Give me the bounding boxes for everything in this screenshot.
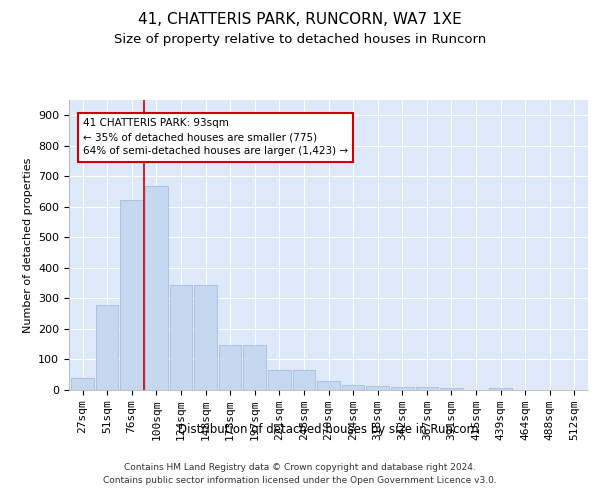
Bar [145,186,167,390]
Bar [416,387,438,390]
Bar [96,304,118,390]
Bar [367,386,389,390]
Bar [268,370,290,390]
Bar [490,388,512,390]
Text: Contains public sector information licensed under the Open Government Licence v3: Contains public sector information licen… [103,476,497,485]
Text: 41 CHATTERIS PARK: 93sqm
← 35% of detached houses are smaller (775)
64% of semi-: 41 CHATTERIS PARK: 93sqm ← 35% of detach… [83,118,348,156]
Bar [170,284,192,390]
Bar [342,386,364,390]
Bar [317,382,340,390]
Text: Size of property relative to detached houses in Runcorn: Size of property relative to detached ho… [114,32,486,46]
Y-axis label: Number of detached properties: Number of detached properties [23,158,32,332]
Text: Contains HM Land Registry data © Crown copyright and database right 2024.: Contains HM Land Registry data © Crown c… [124,462,476,471]
Bar [71,378,94,390]
Bar [194,284,217,390]
Bar [293,370,315,390]
Bar [440,388,463,390]
Bar [391,387,413,390]
Bar [121,200,143,390]
Bar [244,345,266,390]
Bar [219,345,241,390]
Text: Distribution of detached houses by size in Runcorn: Distribution of detached houses by size … [178,422,479,436]
Text: 41, CHATTERIS PARK, RUNCORN, WA7 1XE: 41, CHATTERIS PARK, RUNCORN, WA7 1XE [138,12,462,28]
